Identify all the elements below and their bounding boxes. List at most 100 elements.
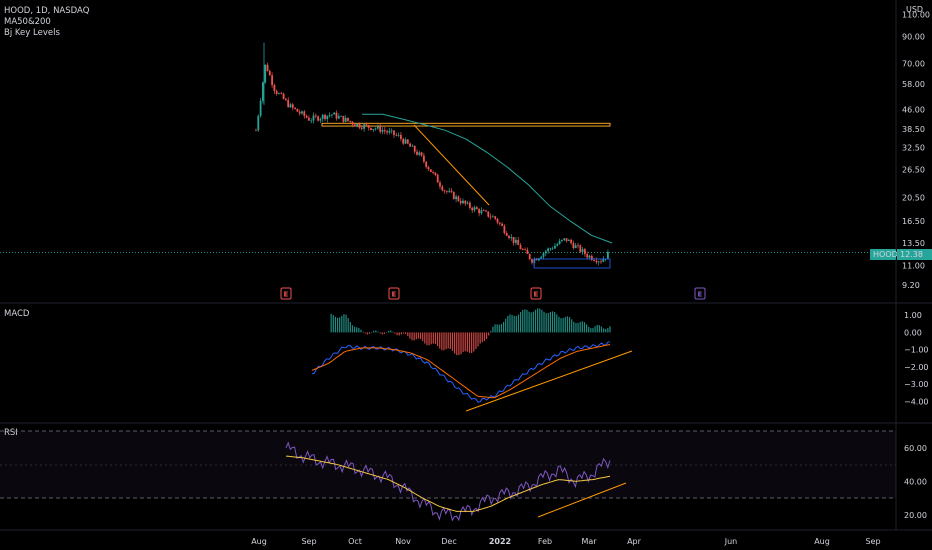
candle-body — [303, 111, 306, 116]
symbol-title[interactable]: HOOD, 1D, NASDAQ — [4, 6, 90, 16]
macd-histogram-bar — [481, 332, 483, 343]
candle-body — [266, 64, 269, 72]
macd-histogram-bar — [362, 331, 364, 333]
candle-body — [409, 143, 411, 147]
macd-histogram-bar — [505, 318, 507, 333]
candle-body — [492, 216, 494, 218]
candle-body — [321, 114, 324, 119]
key-levels-indicator-label[interactable]: Bj Key Levels — [4, 28, 60, 38]
candle-body — [496, 218, 499, 223]
key-level-zone[interactable] — [321, 122, 611, 127]
macd-histogram-bar — [498, 324, 500, 333]
candle-body — [328, 115, 331, 116]
macd-histogram-bar — [502, 321, 505, 333]
candle-body — [462, 200, 464, 204]
macd-histogram-bar — [517, 314, 520, 333]
macd-histogram-bar — [432, 332, 434, 344]
macd-histogram-bar — [579, 321, 581, 333]
candle-body — [531, 259, 533, 263]
candle-body — [411, 145, 414, 147]
candle-body — [480, 210, 483, 214]
candle-body — [503, 225, 506, 234]
candle-body — [326, 115, 329, 120]
price-tick-label: 38.50 — [902, 125, 925, 134]
macd-histogram-bar — [349, 322, 351, 333]
candle-body — [544, 251, 547, 254]
candle-body — [561, 239, 563, 241]
candle-body — [344, 117, 347, 122]
macd-histogram-bar — [351, 325, 354, 333]
candle-body — [436, 174, 439, 183]
macd-histogram-bar — [530, 312, 532, 333]
price-axis-currency: USD — [906, 5, 923, 14]
time-axis[interactable]: Aug Sep Oct Nov Dec 2022 Feb Mar Apr Jun Aug Sep — [251, 537, 880, 546]
earnings-marker[interactable]: E — [530, 287, 542, 300]
macd-histogram-bar — [460, 332, 462, 355]
candle-body — [257, 115, 260, 131]
candle-body — [314, 115, 317, 117]
ma-indicator-label[interactable]: MA50&200 — [4, 17, 51, 27]
candle-body — [400, 134, 402, 139]
candle-body — [528, 253, 531, 260]
macd-tick-label: −3.00 — [904, 380, 929, 389]
candle-body — [427, 167, 430, 170]
candle-body — [335, 112, 338, 119]
rsi-tick-label: 20.00 — [904, 511, 927, 520]
earnings-marker[interactable]: E — [694, 287, 706, 300]
candle-body — [301, 111, 303, 114]
macd-histogram-bar — [581, 321, 583, 333]
earnings-marker[interactable]: E — [388, 287, 400, 300]
macd-trendline[interactable] — [465, 350, 633, 412]
macd-histogram-bar — [375, 330, 377, 333]
macd-histogram-bar — [485, 332, 488, 340]
macd-histogram-bar — [464, 332, 466, 352]
time-axis-label: Nov — [395, 537, 411, 546]
price-tick-label: 110.00 — [902, 10, 930, 19]
candle-body — [579, 245, 582, 252]
macd-histogram-bar — [541, 309, 543, 333]
macd-tick-label: −4.00 — [904, 397, 929, 406]
earnings-marker[interactable]: E — [280, 287, 292, 300]
candle-body — [390, 130, 393, 132]
candle-body — [273, 85, 276, 91]
macd-histogram-bar — [537, 308, 539, 333]
candle-body — [565, 238, 568, 242]
candle-body — [588, 255, 591, 258]
candle-body — [351, 121, 354, 125]
candle-body — [367, 125, 370, 128]
macd-histogram-bar — [379, 332, 381, 334]
candle-body — [466, 202, 469, 204]
candle-body — [540, 256, 543, 259]
macd-histogram-bar — [558, 316, 560, 333]
candle-body — [554, 245, 556, 249]
macd-histogram-bar — [543, 311, 545, 333]
candle-body — [393, 130, 395, 135]
svg-text:E: E — [392, 291, 397, 299]
macd-histogram-bar — [434, 332, 437, 345]
macd-pane-title: MACD — [4, 309, 30, 319]
macd-histogram-bar — [394, 332, 396, 334]
candle-body — [455, 196, 457, 200]
candle-body — [268, 71, 271, 76]
candle-body — [485, 210, 487, 212]
macd-histogram-bar — [415, 332, 417, 340]
macd-histogram-bar — [511, 314, 513, 333]
macd-histogram-bar — [356, 327, 358, 333]
support-box[interactable] — [533, 258, 611, 269]
candle-body — [402, 138, 405, 144]
macd-histogram-bar — [479, 332, 481, 344]
macd-histogram-bar — [456, 332, 458, 356]
macd-signal-line — [311, 344, 611, 399]
trendline-down[interactable] — [413, 124, 490, 206]
macd-histogram-bar — [422, 332, 424, 342]
macd-histogram-bar — [607, 328, 609, 333]
macd-histogram-bar — [371, 332, 373, 333]
candle-body — [498, 222, 501, 224]
rsi-trendline[interactable] — [537, 482, 627, 518]
candle-body — [280, 93, 283, 95]
candle-body — [457, 196, 460, 201]
candle-body — [429, 169, 432, 173]
macd-histogram-bar — [366, 332, 368, 335]
